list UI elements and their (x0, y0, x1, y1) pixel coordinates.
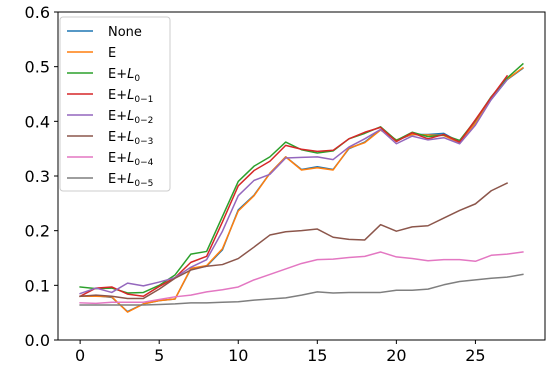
series-line-1 (79, 66, 524, 313)
series-line-7 (79, 273, 524, 306)
legend-label-5: E+L0−3 (108, 130, 153, 147)
x-tick-label-0: 0 (75, 346, 85, 365)
y-tick-label-0: 0.0 (25, 331, 50, 350)
series-line-3 (79, 74, 509, 298)
y-tick-label-5: 0.5 (25, 58, 50, 77)
x-tick-label-4: 20 (386, 346, 406, 365)
series-line-5 (79, 182, 509, 300)
x-tick-label-2: 10 (228, 346, 248, 365)
series-line-6 (79, 251, 524, 305)
legend-label-0: None (108, 25, 142, 40)
legend-label-3: E+L0−1 (108, 88, 153, 105)
y-tick-label-2: 0.2 (25, 222, 50, 241)
y-tick-label-1: 0.1 (25, 276, 50, 295)
legend-box (59, 16, 171, 192)
y-tick-label-6: 0.6 (25, 3, 50, 22)
y-tick-label-3: 0.3 (25, 167, 50, 186)
x-tick-label-1: 5 (154, 346, 164, 365)
legend-label-4: E+L0−2 (108, 109, 153, 126)
legend-label-2: E+L0 (108, 67, 140, 84)
legend-label-6: E+L0−4 (108, 151, 154, 168)
legend-label-1: E (108, 46, 116, 61)
legend-label-7: E+L0−5 (108, 172, 153, 189)
series-line-4 (79, 78, 509, 295)
x-tick-label-5: 25 (465, 346, 485, 365)
y-tick-label-4: 0.4 (25, 112, 50, 131)
x-tick-label-3: 15 (307, 346, 327, 365)
